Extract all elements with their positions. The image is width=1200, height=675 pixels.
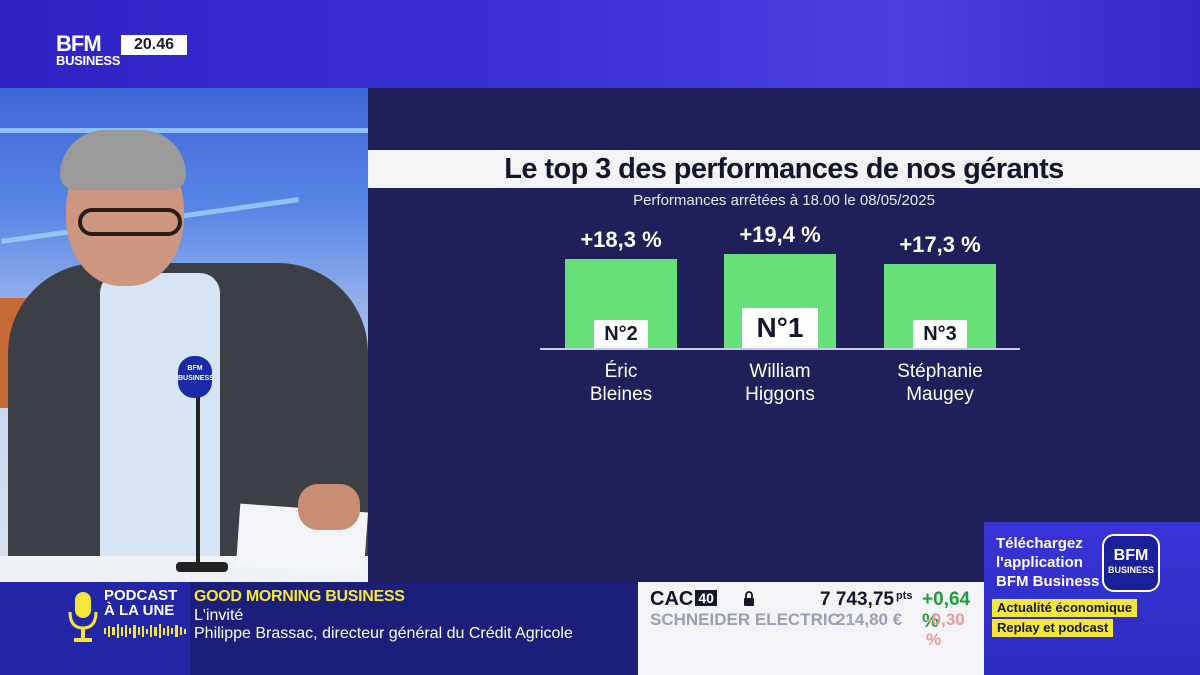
manager-name: Éric Bleines: [541, 360, 701, 406]
audio-wave-icon: [104, 624, 187, 638]
mic-stand: [196, 388, 200, 568]
market-ticker: CAC 40 7 743,75 pts +0,64 % SCHNEIDER ELEC…: [638, 582, 984, 675]
microphone-icon: BFM BUSINESS: [178, 356, 214, 398]
presenter-shirt: [100, 273, 220, 563]
top-strip: BFM BUSINESS 20.46: [0, 0, 1200, 88]
promo-logo-line1: BFM: [1113, 547, 1149, 564]
promo-text: Téléchargez l'application BFM Business: [996, 534, 1106, 591]
index-unit: pts: [895, 590, 913, 602]
show-name: GOOD MORNING BUSINESS: [194, 588, 405, 605]
podcast-block: PODCAST À LA UNE: [0, 582, 190, 675]
chart-title: Le top 3 des performances de nos gérants: [504, 153, 1064, 185]
rank-badge: N°3: [913, 320, 967, 348]
promo-line3: BFM Business: [996, 573, 1100, 590]
chart-subtitle: Performances arrêtées à 18.00 le 08/05/2…: [633, 192, 935, 209]
rank-badge: N°2: [594, 320, 648, 348]
index-value: 7 743,75 pts: [820, 589, 912, 611]
podcast-label: PODCAST: [104, 587, 178, 604]
mic-base: [176, 562, 228, 572]
podcast-sublabel: À LA UNE: [104, 602, 175, 619]
app-promo[interactable]: Téléchargez l'application BFM Business B…: [984, 522, 1200, 675]
index-name: CAC 40: [650, 588, 717, 611]
lock-icon: [744, 591, 754, 606]
promo-tag-replay: Replay et podcast: [992, 619, 1114, 637]
title-bar: Le top 3 des performances de nos gérants: [368, 150, 1200, 188]
manager-last-name: Bleines: [589, 384, 653, 405]
manager-first-name: Éric: [604, 361, 638, 382]
guest-name: Philippe Brassac, directeur général du C…: [194, 625, 573, 642]
presenter-hair: [60, 130, 186, 190]
podcast-mic-icon: [68, 592, 98, 642]
promo-logo-line2: BUSINESS: [1107, 565, 1154, 575]
index-value-number: 7 743,75: [820, 589, 894, 610]
manager-first-name: William: [749, 361, 811, 382]
studio-video: BFM BUSINESS: [0, 88, 368, 582]
promo-line2: l'application: [996, 554, 1083, 571]
promo-tag-news: Actualité économique: [992, 599, 1138, 617]
manager-name: William Higgons: [700, 360, 860, 406]
light-beam: [0, 128, 368, 133]
index-label: CAC: [650, 588, 694, 610]
rank-badge: N°1: [742, 308, 818, 348]
graphic-panel: Le top 3 des performances de nos gérants…: [368, 88, 1200, 582]
bfm-app-icon: BFM BUSINESS: [1102, 534, 1160, 592]
segment-name: L'invité: [194, 607, 244, 624]
bfm-logo: BFM BUSINESS: [56, 31, 121, 74]
mic-label: BFM BUSINESS: [178, 365, 214, 382]
index-number: 40: [695, 590, 717, 606]
manager-last-name: Higgons: [745, 384, 815, 405]
promo-line1: Téléchargez: [996, 535, 1083, 552]
bar-value-label: +17,3 %: [899, 232, 981, 257]
stock-value: 214,80 €: [836, 610, 903, 629]
manager-first-name: Stéphanie: [897, 361, 983, 382]
manager-name: Stéphanie Maugey: [860, 360, 1020, 406]
stock-name: SCHNEIDER ELECTRIC: [650, 610, 840, 629]
bar-value-label: +19,4 %: [739, 222, 821, 247]
logo-line1: BFM: [56, 31, 102, 56]
bar-value-label: +18,3 %: [580, 227, 662, 253]
glasses: [78, 208, 182, 236]
podium-chart: +18,3 % N°2 Éric Bleines +19,4 % N°1 William Hi…: [368, 88, 1200, 582]
chart-baseline: [540, 348, 1020, 350]
presenter-hand: [298, 484, 360, 530]
clock: 20.46: [121, 35, 187, 55]
stock-change: -0,30 %: [926, 610, 965, 649]
logo-line2: BUSINESS: [56, 53, 121, 68]
index-change: +0,64 %: [922, 589, 971, 632]
manager-last-name: Maugey: [906, 384, 974, 405]
